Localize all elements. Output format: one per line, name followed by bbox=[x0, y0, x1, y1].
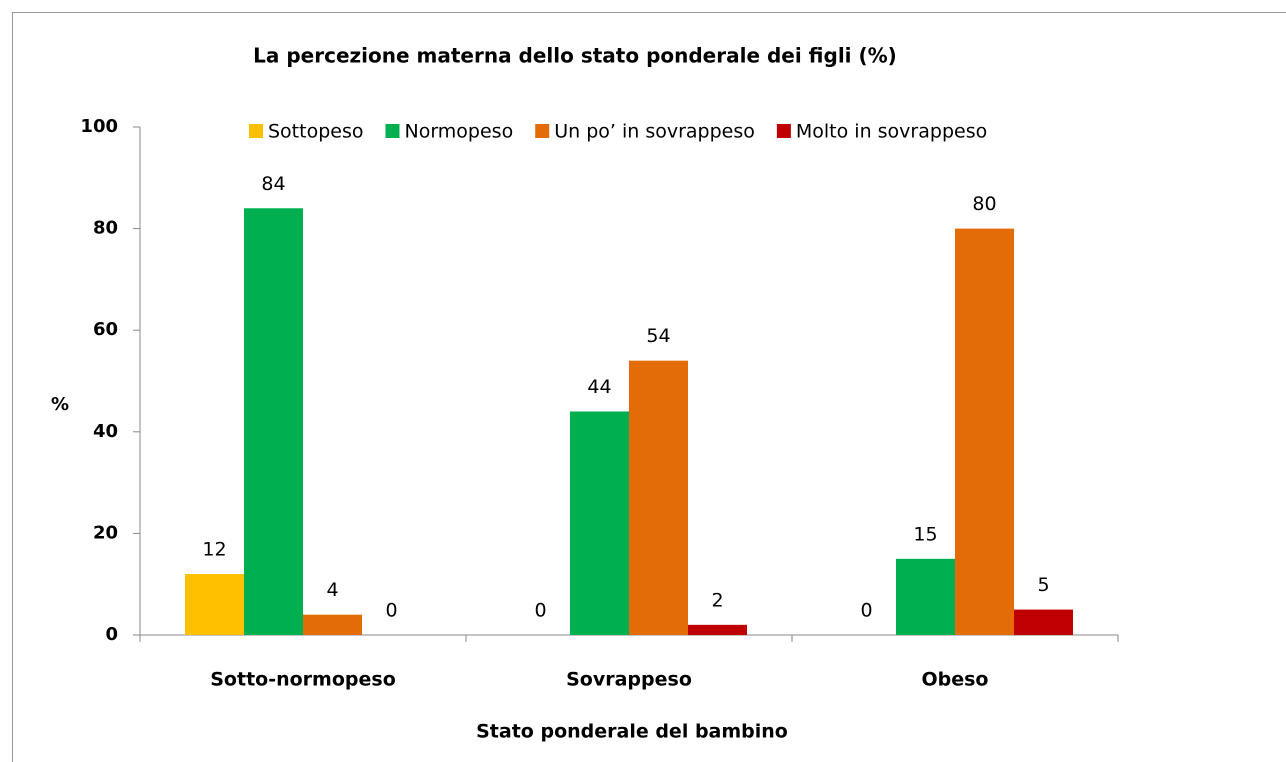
data-label: 0 bbox=[860, 600, 872, 622]
data-label: 80 bbox=[972, 193, 996, 215]
data-label: 54 bbox=[646, 325, 670, 347]
bar bbox=[629, 360, 688, 635]
data-label: 44 bbox=[587, 376, 611, 398]
bar bbox=[896, 558, 955, 635]
data-label: 2 bbox=[711, 589, 723, 611]
y-tick-label: 100 bbox=[80, 116, 118, 137]
bar bbox=[303, 614, 362, 635]
bar bbox=[688, 624, 747, 635]
y-tick-label: 80 bbox=[93, 218, 118, 239]
legend-swatch bbox=[776, 124, 791, 138]
y-tick-label: 40 bbox=[93, 421, 118, 442]
legend-swatch bbox=[385, 124, 400, 138]
legend-swatch bbox=[535, 124, 550, 138]
data-label: 12 bbox=[202, 539, 226, 561]
data-label: 84 bbox=[261, 173, 285, 195]
legend-swatch bbox=[249, 124, 263, 138]
data-label: 0 bbox=[534, 600, 546, 622]
y-tick-label: 20 bbox=[93, 522, 118, 543]
data-label: 4 bbox=[326, 579, 338, 601]
x-axis-label: Stato ponderale del bambino bbox=[476, 721, 788, 743]
legend-label: Un po’ in sovrappeso bbox=[554, 121, 755, 143]
x-tick-label: Obeso bbox=[921, 669, 988, 691]
data-label: 5 bbox=[1037, 574, 1049, 596]
chart-title: La percezione materna dello stato ponder… bbox=[253, 44, 897, 68]
bar bbox=[955, 228, 1014, 635]
legend-label: Molto in sovrappeso bbox=[796, 121, 987, 143]
x-tick-label: Sotto-normopeso bbox=[210, 669, 396, 691]
data-label: 0 bbox=[385, 600, 397, 622]
bar bbox=[1014, 609, 1073, 635]
y-tick-label: 60 bbox=[93, 319, 118, 340]
bar bbox=[570, 411, 629, 635]
bar bbox=[244, 208, 303, 635]
y-axis-label: % bbox=[51, 394, 69, 415]
legend-label: Normopeso bbox=[404, 121, 513, 143]
data-label: 15 bbox=[913, 523, 937, 545]
y-tick-label: 0 bbox=[105, 624, 118, 645]
x-tick-label: Sovrappeso bbox=[566, 669, 692, 691]
legend-label: Sottopeso bbox=[268, 121, 363, 143]
bar bbox=[185, 574, 244, 635]
